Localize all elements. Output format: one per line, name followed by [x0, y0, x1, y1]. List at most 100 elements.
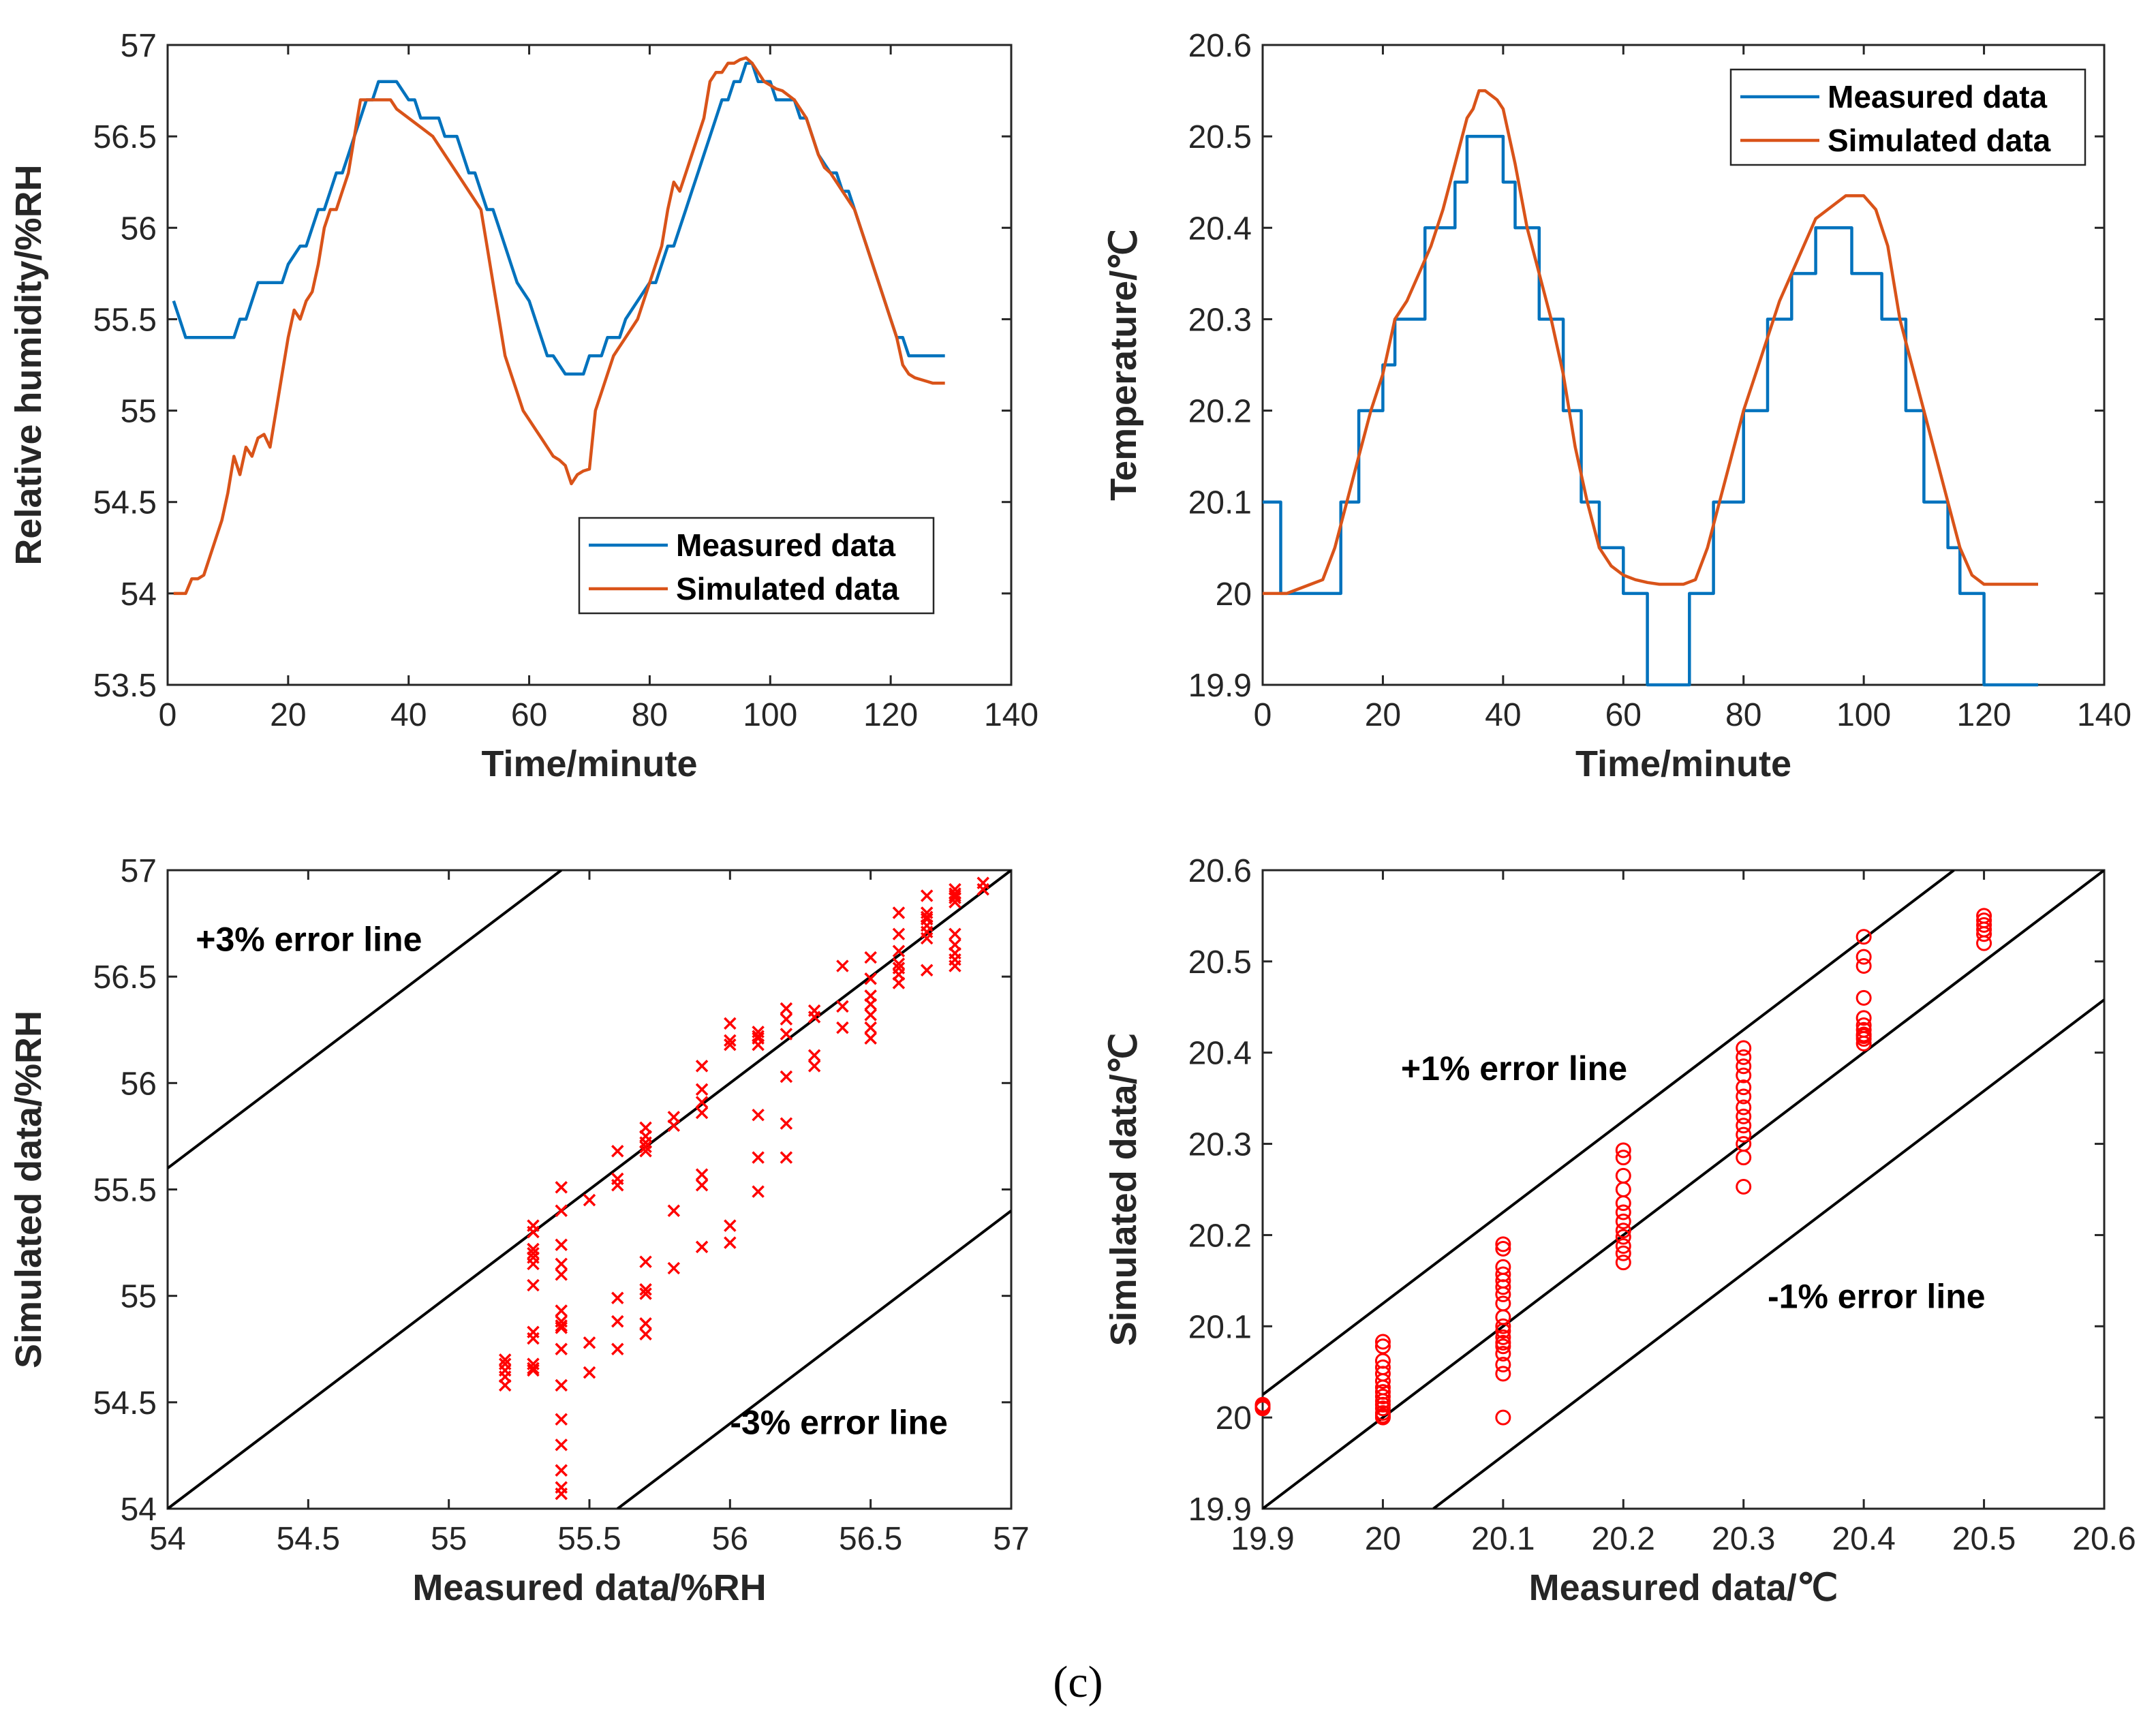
c2-data-point: [864, 1009, 877, 1021]
c3-data-point: [1495, 1345, 1511, 1362]
c2-ytick-label: 54: [121, 1492, 157, 1528]
c2-data-point: [949, 927, 961, 940]
c2-data-point: [527, 1278, 540, 1292]
c3-xtick-label: 20.3: [1712, 1521, 1775, 1557]
figure-caption: (c): [1053, 1657, 1103, 1707]
c2-data-point: [892, 957, 906, 970]
c2-data-point: [555, 1304, 568, 1317]
c2-data-point: [583, 1366, 596, 1379]
c3-data-point: [1615, 1223, 1631, 1239]
c2-data-point: [807, 1049, 821, 1062]
c2-data-point: [498, 1357, 512, 1370]
c1-series-simulated-line: [1263, 89, 2038, 596]
c2-data-point: [555, 1413, 568, 1426]
c3-reference-line: [1263, 870, 2104, 1509]
c3-data-point: [1855, 1010, 1872, 1026]
c1-legend: Measured data Simulated data: [1729, 68, 2086, 166]
c2-data-point: [864, 998, 877, 1011]
c2-data-point: [920, 910, 934, 923]
c2-data-point: [611, 1291, 624, 1305]
c0-xtick-label: 0: [159, 697, 177, 733]
c0-legend: Measured data Simulated data: [578, 517, 935, 615]
c2-data-point: [583, 1336, 596, 1349]
c3-data-point: [1736, 1118, 1752, 1134]
c2-data-point: [724, 1038, 737, 1051]
c2-xlabel: Measured data/%RH: [412, 1567, 766, 1608]
c3-xtick-label: 19.9: [1231, 1521, 1294, 1557]
c3-ytick-label: 20.2: [1188, 1218, 1252, 1254]
c2-data-point: [780, 1070, 793, 1083]
c0-xtick-label: 100: [743, 697, 797, 733]
c3-ytick-label: 20.6: [1188, 853, 1252, 889]
c0-ytick-label: 55: [121, 394, 157, 430]
c2-data-point: [527, 1332, 540, 1345]
c1-xtick-label: 0: [1254, 697, 1272, 733]
c3-ylabel: Simulated data/℃: [1103, 1033, 1144, 1347]
c2-data-point: [611, 1145, 624, 1158]
c3-xtick-label: 20.5: [1952, 1521, 2016, 1557]
c2-data-point: [780, 1002, 793, 1015]
c2-reference-line: [168, 870, 1011, 1509]
c2-data-point: [892, 977, 906, 989]
rh-scatter-chart: 54 54.5 55 55.5 56 56.5 57 54 54.5 55 55.5 56 56.5 57…: [8, 853, 1030, 1608]
c1-legend-entry: Measured data: [1828, 79, 2048, 114]
c2-data-point: [724, 1017, 737, 1030]
c2-data-point: [555, 1238, 568, 1251]
c0-xtick-label: 20: [270, 697, 306, 733]
c3-data-point: [1615, 1237, 1631, 1254]
c3-data-point: [1855, 949, 1872, 965]
c2-data-point: [780, 1013, 793, 1026]
c2-xtick-label: 55.5: [557, 1521, 621, 1557]
c2-data-point: [555, 1319, 568, 1332]
c3-data-point: [1855, 929, 1872, 945]
c1-legend-box: [1729, 68, 2086, 166]
c2-xtick-label: 55: [431, 1521, 467, 1557]
c2-data-point: [807, 1011, 821, 1024]
c2-data-point: [892, 962, 906, 974]
c3-data-point: [1615, 1245, 1631, 1261]
c2-data-point: [639, 1283, 652, 1296]
c2-ytick-label: 54.5: [93, 1385, 157, 1421]
rh-time-chart: 0 20 40 60 80 100 120 140 53.5 54 54.5 55 55.5 56 56.5…: [8, 28, 1038, 784]
c0-ytick-label: 55.5: [93, 302, 157, 338]
c2-data-point: [639, 1327, 652, 1341]
c2-data-point: [864, 951, 877, 964]
c2-data-point: [611, 1179, 624, 1192]
c3-data-point: [1855, 958, 1872, 974]
c0-xtick-label: 40: [390, 697, 427, 733]
c2-data-point: [667, 1119, 681, 1133]
c3-xtick-label: 20.2: [1592, 1521, 1655, 1557]
c2-data-point: [836, 1000, 849, 1013]
c2-data-point: [611, 1314, 624, 1328]
c3-data-point: [1615, 1195, 1631, 1212]
c1-xtick-label: 120: [1957, 697, 2012, 733]
c1-ylabel: Temperature/℃: [1103, 229, 1144, 501]
c2-data-point: [695, 1106, 709, 1120]
c1-xtick-label: 80: [1725, 697, 1761, 733]
c1-ytick-label: 20.1: [1188, 485, 1252, 521]
c3-data-point: [1495, 1279, 1511, 1295]
c3-ytick-label: 20: [1216, 1400, 1252, 1436]
c1-ytick-label: 20.6: [1188, 28, 1252, 64]
c2-data-point: [555, 1379, 568, 1392]
c2-data-point: [695, 1096, 709, 1109]
c1-xlabel: Time/minute: [1575, 743, 1791, 784]
c3-xlabel: Measured data/℃: [1529, 1567, 1838, 1608]
c1-series-measured-line: [1263, 134, 2038, 687]
c1-xtick-label: 100: [1836, 697, 1891, 733]
c2-data-point: [555, 1321, 568, 1334]
c3-data-point: [1374, 1373, 1391, 1389]
c2-data-point: [807, 1060, 821, 1073]
c2-data-point: [639, 1287, 652, 1300]
c3-data-point: [1495, 1323, 1511, 1339]
c2-data-point: [555, 1464, 568, 1477]
c3-data-point: [1495, 1286, 1511, 1302]
c3-ytick-label: 20.1: [1188, 1309, 1252, 1345]
c2-data-point: [555, 1181, 568, 1194]
c3-data-point: [1736, 1099, 1752, 1116]
c2-ytick-label: 56.5: [93, 959, 157, 996]
c1-xtick-label: 140: [2077, 697, 2131, 733]
c2-data-point: [583, 1193, 596, 1207]
c3-data-point: [1736, 1079, 1752, 1096]
